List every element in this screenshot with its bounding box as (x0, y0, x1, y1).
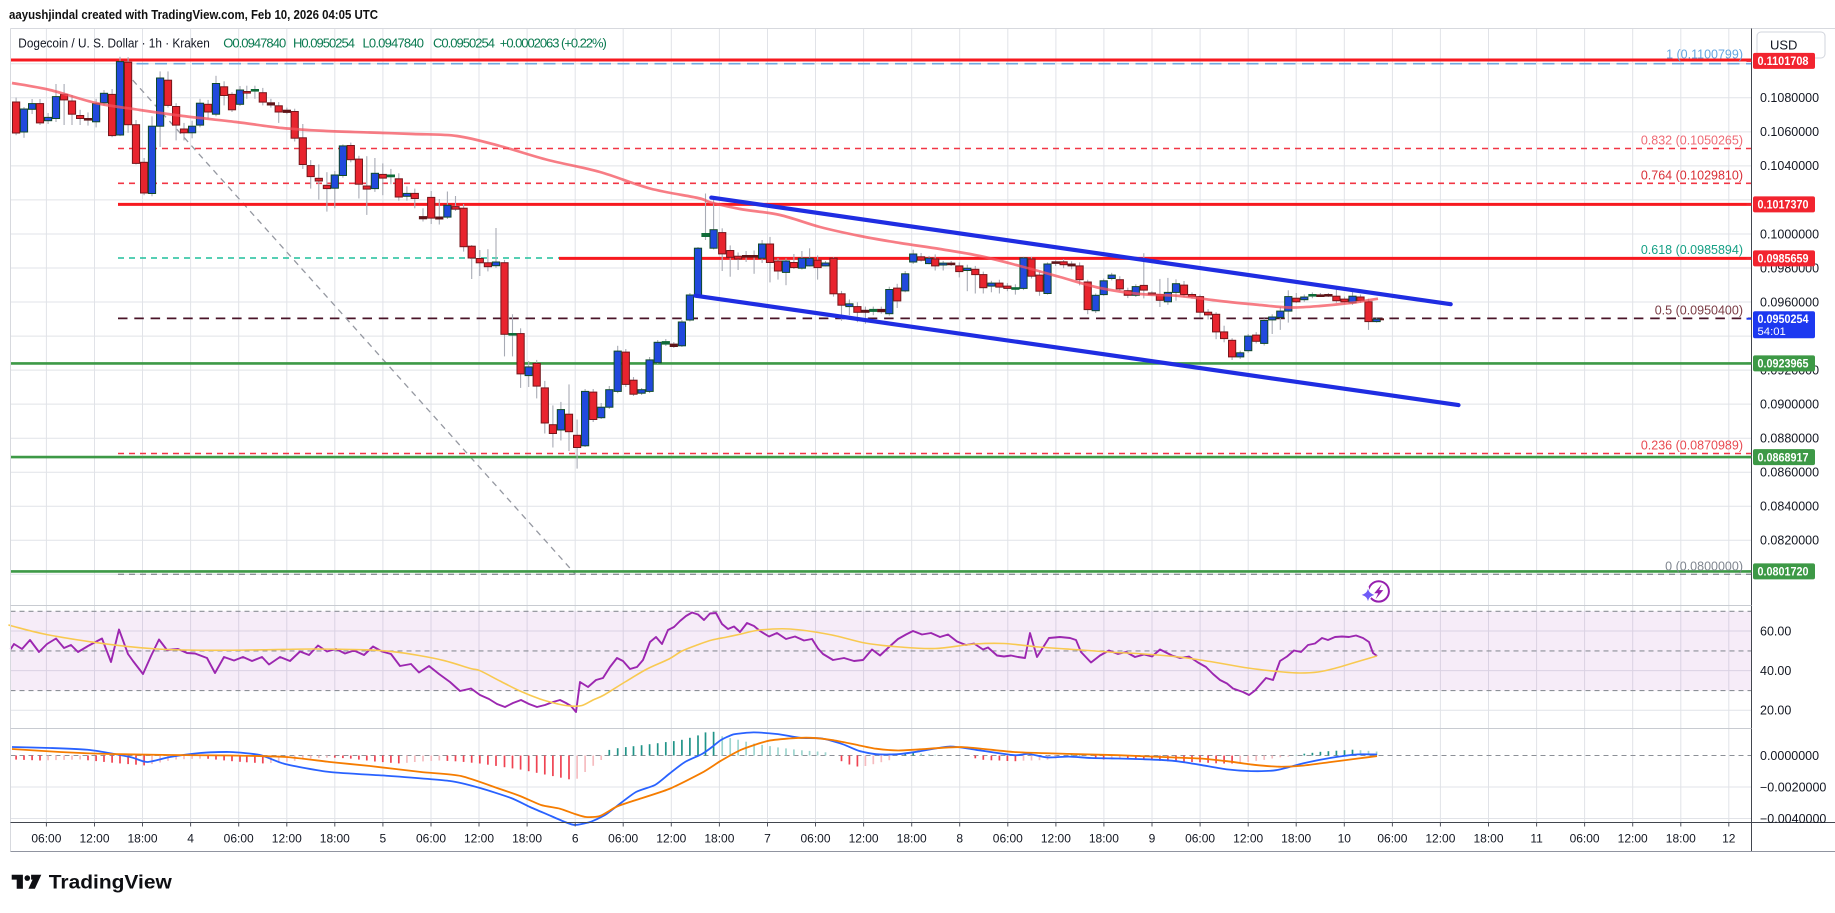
svg-text:4: 4 (187, 832, 194, 846)
svg-text:18:00: 18:00 (897, 832, 927, 846)
svg-text:54:01: 54:01 (1758, 326, 1786, 338)
svg-text:8: 8 (956, 832, 963, 846)
svg-text:18:00: 18:00 (127, 832, 157, 846)
svg-text:06:00: 06:00 (1377, 832, 1407, 846)
svg-text:12:00: 12:00 (272, 832, 302, 846)
svg-text:12:00: 12:00 (464, 832, 494, 846)
svg-text:0.236 (0.0870989): 0.236 (0.0870989) (1641, 439, 1743, 453)
svg-text:0.832 (0.1050265): 0.832 (0.1050265) (1641, 134, 1743, 148)
svg-text:0.1101708: 0.1101708 (1758, 55, 1810, 68)
svg-text:0.1017370: 0.1017370 (1758, 199, 1809, 212)
svg-text:−0.0040000: −0.0040000 (1760, 812, 1826, 826)
svg-text:0.0000000: 0.0000000 (1760, 749, 1819, 763)
svg-text:1 (0.1100799): 1 (0.1100799) (1666, 48, 1743, 62)
svg-text:12:00: 12:00 (79, 832, 109, 846)
svg-text:0.618 (0.0985894): 0.618 (0.0985894) (1641, 243, 1743, 257)
svg-text:0.0960000: 0.0960000 (1760, 295, 1819, 309)
svg-text:06:00: 06:00 (1570, 832, 1600, 846)
svg-text:12:00: 12:00 (1425, 832, 1455, 846)
svg-text:06:00: 06:00 (608, 832, 638, 846)
svg-text:0.0840000: 0.0840000 (1760, 500, 1819, 514)
svg-text:06:00: 06:00 (1185, 832, 1215, 846)
svg-text:0.0868917: 0.0868917 (1758, 451, 1809, 464)
svg-text:0.0820000: 0.0820000 (1760, 534, 1819, 548)
svg-text:40.00: 40.00 (1760, 664, 1791, 678)
svg-text:06:00: 06:00 (224, 832, 254, 846)
svg-text:0.0880000: 0.0880000 (1760, 432, 1819, 446)
svg-text:06:00: 06:00 (31, 832, 61, 846)
svg-text:12:00: 12:00 (849, 832, 879, 846)
svg-text:0.0923965: 0.0923965 (1758, 358, 1810, 371)
svg-text:10: 10 (1338, 832, 1352, 846)
svg-text:0.5 (0.0950400): 0.5 (0.0950400) (1655, 303, 1743, 317)
svg-text:12:00: 12:00 (656, 832, 686, 846)
svg-text:0.0950254: 0.0950254 (1758, 313, 1810, 326)
svg-text:18:00: 18:00 (1666, 832, 1696, 846)
svg-text:9: 9 (1149, 832, 1156, 846)
svg-text:0.0900000: 0.0900000 (1760, 398, 1819, 412)
svg-text:12:00: 12:00 (1618, 832, 1648, 846)
svg-text:Dogecoin / U. S. Dollar · 1h ·: Dogecoin / U. S. Dollar · 1h · Kraken (18, 36, 210, 51)
svg-text:20.00: 20.00 (1760, 704, 1791, 718)
svg-text:12:00: 12:00 (1233, 832, 1263, 846)
svg-text:TradingView: TradingView (49, 872, 173, 894)
svg-text:aayushjindal created with Trad: aayushjindal created with TradingView.co… (9, 7, 378, 22)
svg-text:0.0985659: 0.0985659 (1758, 253, 1810, 266)
svg-text:0.0801720: 0.0801720 (1758, 566, 1809, 579)
svg-text:18:00: 18:00 (704, 832, 734, 846)
svg-text:0.1080000: 0.1080000 (1760, 91, 1819, 105)
svg-text:12:00: 12:00 (1041, 832, 1071, 846)
svg-text:6: 6 (572, 832, 579, 846)
svg-text:60.00: 60.00 (1760, 624, 1791, 638)
svg-text:11: 11 (1530, 832, 1543, 846)
svg-text:0.0860000: 0.0860000 (1760, 466, 1819, 480)
svg-text:06:00: 06:00 (416, 832, 446, 846)
svg-text:18:00: 18:00 (1281, 832, 1311, 846)
svg-text:18:00: 18:00 (1473, 832, 1503, 846)
svg-text:12: 12 (1722, 832, 1736, 846)
svg-text:0.1000000: 0.1000000 (1760, 227, 1819, 241)
svg-text:18:00: 18:00 (1089, 832, 1119, 846)
svg-text:USD: USD (1770, 38, 1797, 53)
svg-text:0.1040000: 0.1040000 (1760, 159, 1819, 173)
svg-text:0.1060000: 0.1060000 (1760, 125, 1819, 139)
svg-text:5: 5 (380, 832, 387, 846)
svg-text:18:00: 18:00 (512, 832, 542, 846)
svg-text:06:00: 06:00 (800, 832, 830, 846)
svg-text:0.764 (0.1029810): 0.764 (0.1029810) (1641, 168, 1743, 182)
svg-text:7: 7 (764, 832, 771, 846)
svg-text:18:00: 18:00 (320, 832, 350, 846)
svg-text:06:00: 06:00 (993, 832, 1023, 846)
svg-text:0 (0.0800000): 0 (0.0800000) (1665, 559, 1743, 573)
svg-text:−0.0020000: −0.0020000 (1760, 780, 1826, 794)
